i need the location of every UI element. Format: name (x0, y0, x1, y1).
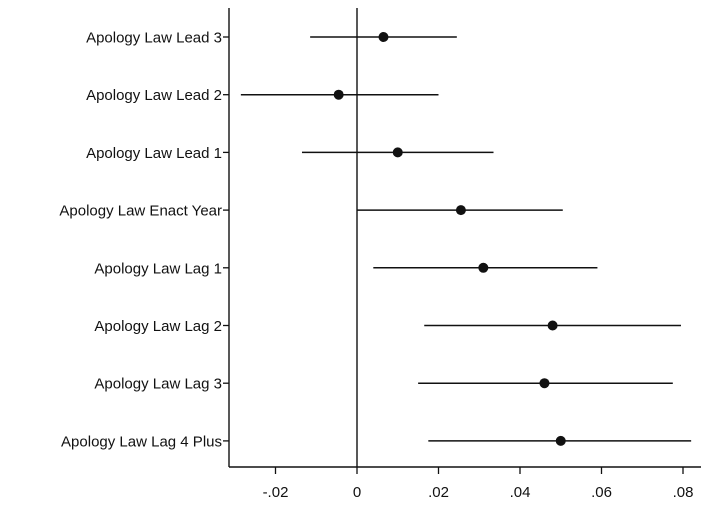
category-label: Apology Law Lead 1 (86, 145, 222, 162)
point-estimates (333, 32, 566, 446)
x-tick-label: .04 (510, 484, 531, 501)
axes: -.02 0 .02 .04 .06 .08 (223, 8, 701, 501)
category-label: Apology Law Lag 1 (94, 260, 222, 277)
point-estimate-marker (478, 262, 489, 273)
category-label: Apology Law Lag 4 Plus (61, 433, 222, 450)
category-labels: Apology Law Lead 3 Apology Law Lead 2 Apol… (59, 30, 222, 451)
category-label: Apology Law Lag 3 (94, 376, 222, 393)
category-label: Apology Law Lead 2 (86, 87, 222, 104)
category-label: Apology Law Lag 2 (94, 318, 222, 335)
x-tick-label: -.02 (263, 484, 289, 501)
point-estimate-marker (555, 435, 566, 446)
x-tick-label: .08 (673, 484, 694, 501)
point-estimate-marker (539, 378, 550, 389)
category-label: Apology Law Enact Year (59, 203, 222, 220)
confidence-intervals (240, 36, 692, 442)
point-estimate-marker (333, 89, 344, 100)
x-tick-label: 0 (353, 484, 361, 501)
x-tick-label: .06 (591, 484, 612, 501)
x-tick-label: .02 (428, 484, 449, 501)
point-estimate-marker (455, 205, 466, 216)
point-estimate-marker (547, 320, 558, 331)
point-estimate-marker (378, 32, 389, 42)
point-estimate-marker (392, 147, 403, 158)
category-label: Apology Law Lead 3 (86, 30, 222, 47)
